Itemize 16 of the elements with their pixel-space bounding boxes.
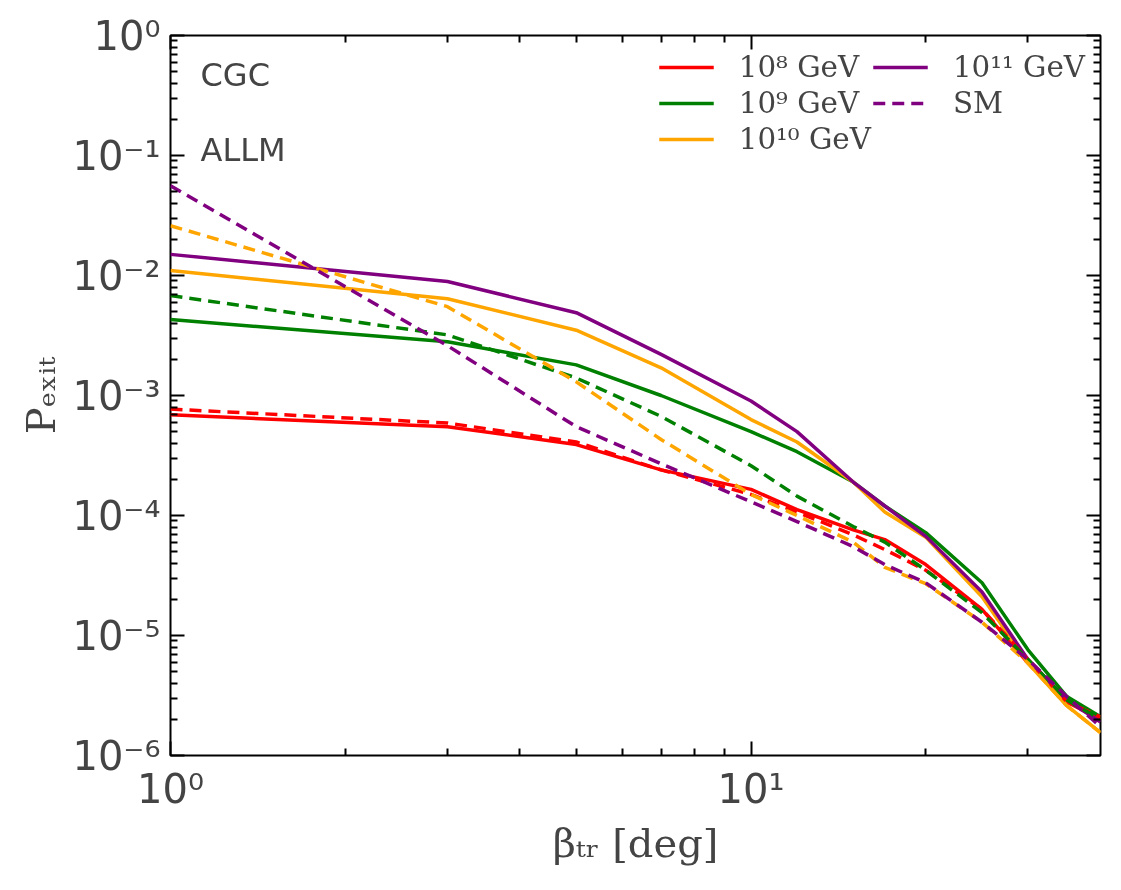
y-axis-title: Pₑₓᵢₜ bbox=[18, 356, 65, 435]
annotation: CGC bbox=[200, 55, 270, 94]
legend-label: 10¹⁰ GeV bbox=[738, 122, 871, 156]
x-axis-title: βₜᵣ [deg] bbox=[552, 819, 719, 866]
x-tick-label: 10¹ bbox=[717, 765, 785, 812]
legend-label: 10⁹ GeV bbox=[738, 86, 860, 120]
y-tick-label: 10⁰ bbox=[93, 12, 161, 59]
legend-label: 10¹¹ GeV bbox=[952, 50, 1085, 84]
y-tick-label: 10⁻³ bbox=[72, 372, 161, 419]
y-tick-label: 10⁻⁵ bbox=[72, 612, 161, 659]
annotation: ALLM bbox=[200, 130, 286, 169]
legend-label: SM bbox=[952, 86, 1003, 120]
y-tick-label: 10⁻⁴ bbox=[72, 492, 161, 539]
y-tick-label: 10⁻¹ bbox=[72, 132, 161, 179]
y-tick-label: 10⁻² bbox=[72, 252, 161, 299]
legend-label: 10⁸ GeV bbox=[738, 50, 860, 84]
